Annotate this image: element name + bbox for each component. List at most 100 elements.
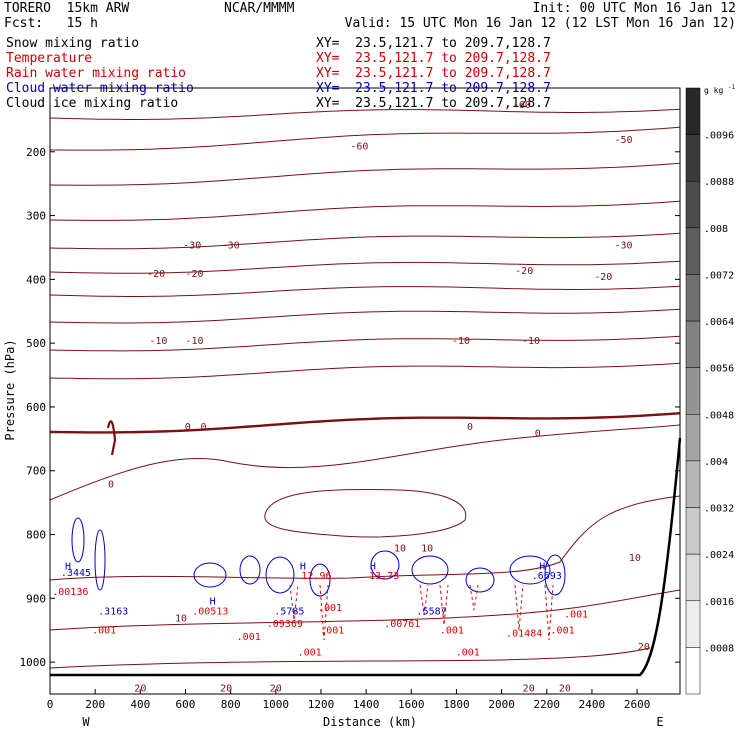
colorbar-swatch xyxy=(685,227,701,275)
rain-water-contours xyxy=(289,584,554,641)
maximum-label: .001 xyxy=(456,648,480,659)
isotherm xyxy=(49,232,681,250)
x-tick-label: 800 xyxy=(221,698,241,711)
colorbar-tick-label: .008 xyxy=(704,224,728,235)
x-tick-label: 1800 xyxy=(443,698,470,711)
x-tick-label: 1600 xyxy=(398,698,425,711)
maximum-label: .3445 xyxy=(61,568,91,579)
colorbar-tick-label: .0056 xyxy=(704,364,734,375)
isotherm-label: -60 xyxy=(513,100,531,111)
colorbar-unit: g kg xyxy=(704,86,723,95)
cloud-water-contour xyxy=(544,554,566,596)
rain-water-contour xyxy=(544,584,554,641)
isotherm-label: 20 xyxy=(559,684,571,695)
colorbar-tick-label: .0072 xyxy=(704,270,734,281)
isotherm xyxy=(49,495,681,581)
maximum-label: .5785 xyxy=(274,606,304,617)
maximum-label: .09369 xyxy=(267,619,303,630)
colorbar-swatch xyxy=(685,460,701,508)
cloud-water-contour xyxy=(411,555,449,585)
maximum-label: 12.96 xyxy=(301,571,331,582)
colorbar-tick-label: .0016 xyxy=(704,597,734,608)
maximum-label: .01484 xyxy=(506,629,542,640)
field-cloud-water: Cloud water mixing ratio xyxy=(6,81,194,96)
cloud-water-contour xyxy=(509,555,551,585)
isotherm-label: 20 xyxy=(134,684,146,695)
rain-water-contour xyxy=(439,584,449,626)
colorbar-swatch xyxy=(685,553,701,602)
west-label: W xyxy=(82,715,90,729)
cloud-water-contours xyxy=(71,517,566,597)
x-tick-label: 2200 xyxy=(534,698,561,711)
cloud-water-contour xyxy=(370,550,400,580)
y-tick-label: 700 xyxy=(26,465,46,478)
maximum-label: H xyxy=(370,562,376,573)
maximum-label: 13.73 xyxy=(369,571,399,582)
colorbar-tick-label: .004 xyxy=(704,457,728,468)
field-rain: Rain water mixing ratio xyxy=(6,66,187,81)
colorbar-swatch xyxy=(685,274,701,322)
isotherm-label: -10 xyxy=(149,336,167,347)
east-label: E xyxy=(656,715,663,729)
isotherm-label: 10 xyxy=(175,613,187,624)
isotherm xyxy=(49,162,681,186)
y-tick-label: 600 xyxy=(26,401,46,414)
colorbar-tick-label: .0024 xyxy=(704,550,734,561)
isotherm-label: -10 xyxy=(452,336,470,347)
maximum-label: .00761 xyxy=(384,619,420,630)
field-rain-xy: XY= 23.5,121.7 to 209.7,128.7 xyxy=(316,66,551,81)
maximum-label: .001 xyxy=(298,648,322,659)
x-tick-label: 0 xyxy=(47,698,54,711)
field-cloud-ice-xy: XY= 23.5,121.7 to 209.7,128.7 xyxy=(316,96,551,111)
init-time: Init: 00 UTC Mon 16 Jan 12 xyxy=(532,1,737,16)
isotherm-label: -10 xyxy=(522,336,540,347)
rain-water-contour xyxy=(469,584,479,611)
maximum-label: H xyxy=(210,597,216,608)
field-cloud-ice: Cloud ice mixing ratio xyxy=(6,96,179,111)
isotherm-label: -20 xyxy=(515,266,533,277)
colorbar-tick-label: .0048 xyxy=(704,410,734,421)
cloud-water-contour xyxy=(309,563,331,597)
cloud-water-contour xyxy=(71,517,85,563)
terrain-line xyxy=(50,437,682,677)
isotherm xyxy=(49,424,681,501)
forecast-hour: Fcst: 15 h xyxy=(4,16,98,31)
y-tick-label: 200 xyxy=(26,146,46,159)
x-tick-label: 2000 xyxy=(488,698,515,711)
isotherm-label: -30 xyxy=(183,240,201,251)
cloud-water-contour xyxy=(465,567,495,593)
valid-time: Valid: 15 UTC Mon 16 Jan 12 (12 LST Mon … xyxy=(344,16,736,31)
x-tick-label: 1200 xyxy=(308,698,335,711)
colorbar: .0096 .0088 .008 .0072 .0064 .0056 .0048 .004 .0… xyxy=(685,84,736,695)
maximum-label: .001 xyxy=(564,609,588,620)
colorbar-tick-label: .0032 xyxy=(704,504,734,515)
plot-frame xyxy=(49,87,681,695)
maximum-label: .5587 xyxy=(417,606,447,617)
x-axis-title: Distance (km) xyxy=(323,715,417,729)
field-temperature: Temperature xyxy=(6,51,93,66)
model-title: TORERO 15km ARW xyxy=(4,1,130,16)
y-tick-label: 800 xyxy=(26,529,46,542)
maximum-label: .001 xyxy=(320,625,344,636)
isotherm xyxy=(49,362,681,380)
maximum-label: .00136 xyxy=(52,587,88,598)
isotherm-label: 20 xyxy=(523,684,535,695)
temperature-contours xyxy=(49,108,681,669)
center-title: NCAR/MMMM xyxy=(224,1,295,16)
maximum-label: .001 xyxy=(551,625,575,636)
colorbar-swatch xyxy=(685,180,701,229)
isotherm-label: -20 xyxy=(594,272,612,283)
isotherm-label: 0 xyxy=(108,479,114,490)
maximum-label: .001 xyxy=(92,625,116,636)
colorbar-tick-label: .0096 xyxy=(704,131,734,142)
isotherm-label: -30 xyxy=(615,240,633,251)
field-snow-xy: XY= 23.5,121.7 to 209.7,128.7 xyxy=(316,36,551,51)
colorbar-tick-label: .0088 xyxy=(704,177,734,188)
isotherm-label: 0 xyxy=(467,422,473,433)
isotherm-label: -10 xyxy=(185,336,203,347)
colorbar-tick-label: .0064 xyxy=(704,317,734,328)
isotherm-label: 10 xyxy=(629,553,641,564)
isotherm xyxy=(49,260,681,274)
x-tick-label: 400 xyxy=(130,698,150,711)
isotherm xyxy=(49,108,681,120)
